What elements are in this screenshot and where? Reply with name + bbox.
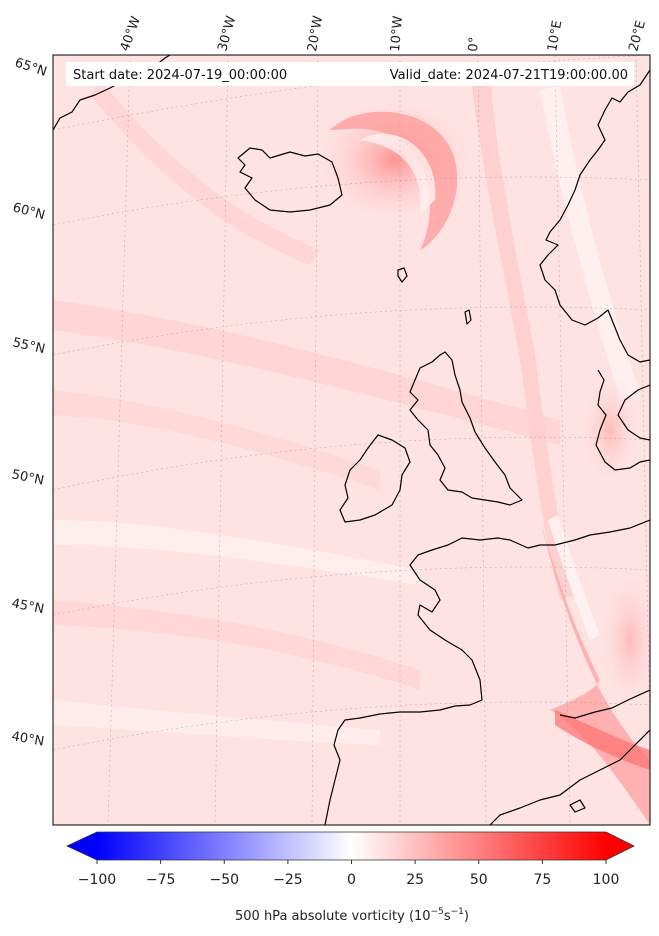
lon-label-10e: 10°E (545, 19, 565, 52)
colorbar-tick-label: −100 (78, 872, 116, 888)
mediterranean-coast (489, 729, 650, 825)
ireland-coast (339, 434, 411, 523)
colorbar: −100 −75 −50 −25 0 25 50 75 100 500 hPa absolute… (66, 831, 635, 924)
lat-label-60n: 60°N (11, 200, 47, 223)
colorbar-tick-label: 50 (470, 872, 488, 888)
valid-date-label: Valid_date: 2024-07-21T19:00:00.00 (390, 68, 628, 83)
iceland-coast (237, 147, 343, 213)
colorbar-tick-label: 25 (406, 872, 424, 888)
coastlines (53, 55, 650, 825)
europe-west-coast (324, 519, 650, 825)
lon-label-0: 0° (466, 36, 482, 52)
colorbar-extend-low (67, 832, 97, 860)
denmark-coast (595, 369, 650, 471)
lon-label-20e: 20°E (626, 19, 649, 53)
great-britain-coast (409, 351, 523, 506)
colorbar-ticks: −100 −75 −50 −25 0 25 50 75 100 (78, 860, 620, 888)
lon-label-30w: 30°W (215, 14, 239, 53)
lat-label-55n: 55°N (11, 335, 46, 357)
colorbar-tick-label: −75 (146, 872, 176, 888)
vorticity-field (53, 55, 650, 825)
longitude-labels: 40°W 30°W 20°W 10°W 0° 10°E 20°E (118, 14, 649, 53)
colorbar-tick-label: 75 (533, 872, 551, 888)
lat-label-40n: 40°N (10, 729, 45, 749)
map-frame (52, 54, 651, 826)
lat-label-45n: 45°N (10, 596, 45, 617)
colorbar-tick-label: 100 (593, 872, 620, 888)
scandinavia-coast (539, 69, 650, 363)
colorbar-tick-label: −50 (209, 872, 239, 888)
colorbar-extend-high (606, 832, 634, 860)
colorbar-tick-label: −25 (273, 872, 303, 888)
lon-label-10w: 10°W (388, 15, 406, 52)
colorbar-tick-label: 0 (347, 872, 356, 888)
colorbar-gradient (97, 832, 606, 860)
header-box (66, 62, 634, 86)
lat-label-65n: 65°N (13, 56, 49, 80)
lat-label-50n: 50°N (10, 467, 45, 488)
latitude-labels: 65°N 60°N 55°N 50°N 45°N 40°N (10, 56, 48, 750)
start-date-label: Start date: 2024-07-19_00:00:00 (73, 68, 287, 83)
colorbar-label: 500 hPa absolute vorticity (10−5s−1) (235, 907, 469, 924)
lon-label-20w: 20°W (305, 15, 326, 53)
lon-label-40w: 40°W (118, 14, 144, 53)
